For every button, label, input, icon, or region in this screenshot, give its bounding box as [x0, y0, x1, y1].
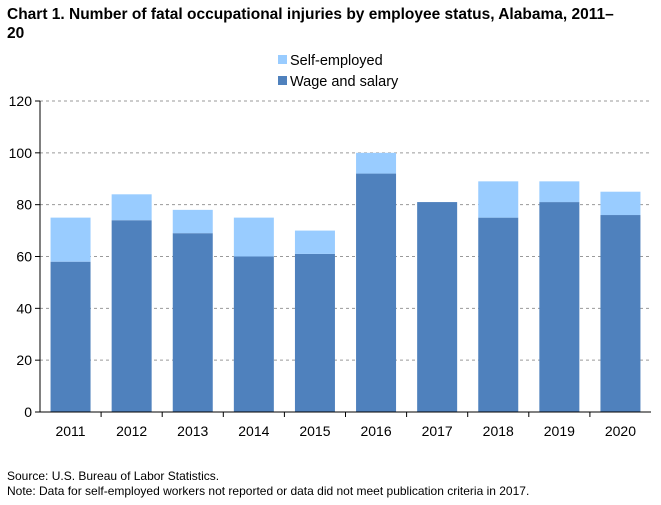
x-tick-label-2019: 2019: [544, 423, 575, 439]
bar-self-employed-2014: [233, 217, 274, 257]
x-tick-label-2020: 2020: [605, 423, 636, 439]
bar-self-employed-2012: [111, 194, 152, 221]
y-tick-label-60: 60: [16, 249, 32, 265]
footnote: Note: Data for self-employed workers not…: [7, 484, 530, 498]
x-tick-label-2014: 2014: [238, 423, 269, 439]
y-tick-label-120: 120: [9, 93, 33, 109]
bar-wage-and-salary-2016: [356, 173, 397, 412]
bar-wage-and-salary-2020: [600, 215, 641, 412]
bar-wage-and-salary-2019: [539, 202, 580, 412]
x-tick-label-2016: 2016: [360, 423, 391, 439]
source-note: Source: U.S. Bureau of Labor Statistics.: [7, 469, 220, 483]
x-tick-label-2015: 2015: [299, 423, 330, 439]
bar-self-employed-2013: [172, 209, 213, 234]
x-axis-ticks: 2011 2012 2013 2014 2015 2016 2017 2018 2019 2020: [55, 412, 636, 439]
x-tick-label-2012: 2012: [116, 423, 147, 439]
bar-wage-and-salary-2012: [111, 220, 152, 412]
x-tick-label-2011: 2011: [55, 423, 85, 439]
x-tick-label-2018: 2018: [483, 423, 514, 439]
x-tick-label-2017: 2017: [422, 423, 453, 439]
y-tick-label-80: 80: [16, 197, 32, 213]
chart-title: Chart 1. Number of fatal occupational in…: [7, 6, 614, 42]
bar-wage-and-salary-2015: [294, 253, 335, 412]
bar-wage-and-salary-2014: [233, 256, 274, 412]
legend: Self-employed Wage and salary: [278, 53, 399, 90]
bar-wage-and-salary-2011: [50, 261, 91, 412]
legend-label-wage-and-salary: Wage and salary: [290, 74, 399, 90]
bar-wage-and-salary-2013: [172, 233, 213, 412]
bar-self-employed-2019: [539, 181, 580, 203]
y-axis-ticks: 0 20 40 60 80 100 120: [9, 93, 40, 420]
y-tick-label-0: 0: [24, 404, 32, 420]
legend-label-self-employed: Self-employed: [290, 53, 383, 69]
bar-self-employed-2015: [294, 230, 335, 254]
bars: [50, 152, 641, 412]
bar-self-employed-2018: [478, 181, 519, 218]
y-tick-label-20: 20: [16, 352, 32, 368]
y-tick-label-100: 100: [9, 145, 33, 161]
x-tick-label-2013: 2013: [177, 423, 208, 439]
bar-self-employed-2011: [50, 217, 91, 262]
bar-self-employed-2016: [356, 152, 397, 174]
bar-self-employed-2020: [600, 191, 641, 216]
chart-notes: Source: U.S. Bureau of Labor Statistics.…: [7, 469, 529, 499]
bar-wage-and-salary-2018: [478, 217, 519, 412]
legend-swatch-wage-and-salary: [278, 76, 287, 85]
legend-swatch-self-employed: [278, 55, 287, 64]
y-tick-label-40: 40: [16, 300, 32, 316]
bar-wage-and-salary-2017: [417, 202, 458, 412]
